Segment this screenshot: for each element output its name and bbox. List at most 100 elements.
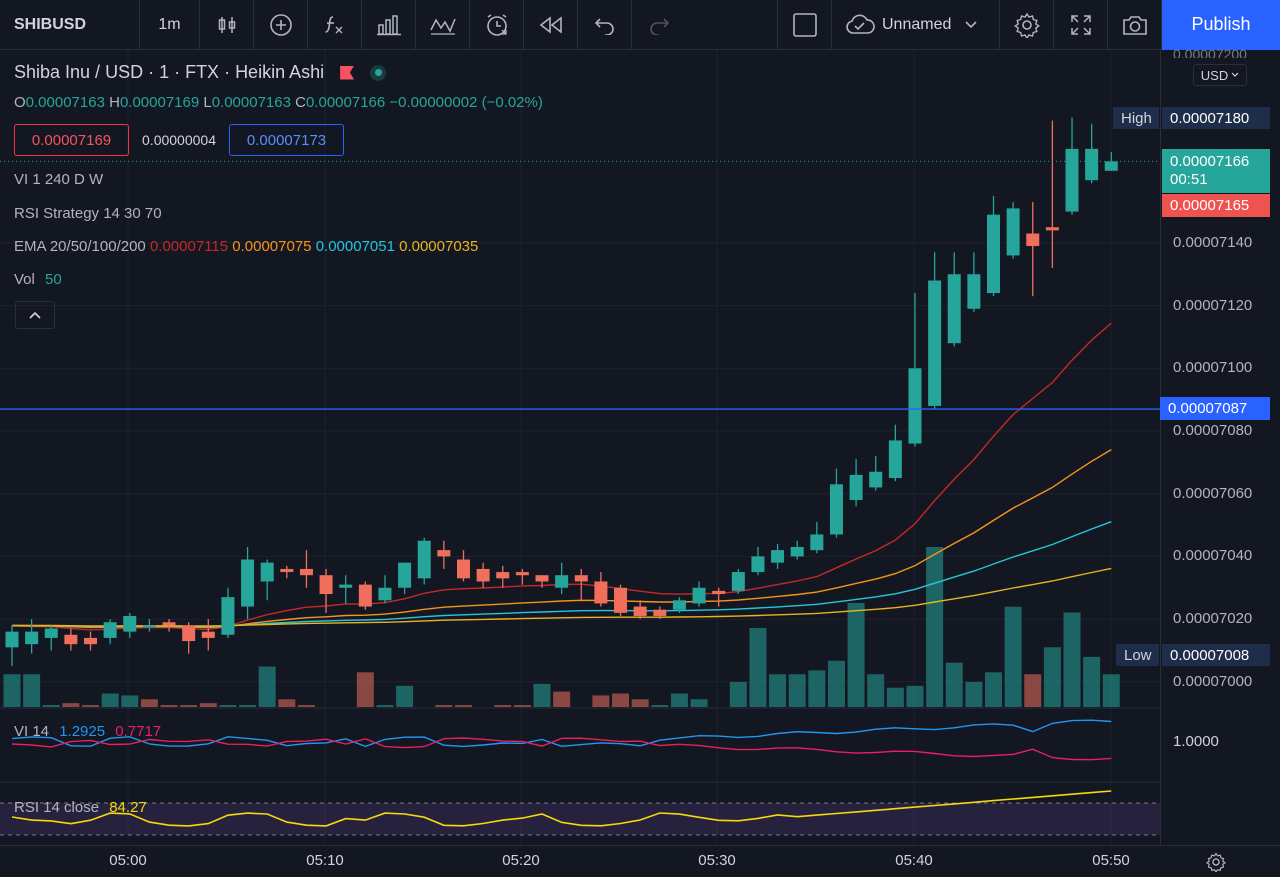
candle-body — [1085, 148, 1099, 181]
indicators-button[interactable] — [308, 0, 362, 50]
indicator-rsi-strategy-legend[interactable]: RSI Strategy 14 30 70 — [14, 205, 162, 222]
volume-bar — [297, 705, 315, 707]
currency-button[interactable]: USD — [1193, 64, 1247, 86]
time-axis[interactable] — [0, 845, 1280, 877]
indicator-vi-legend[interactable]: VI 1 240 D W — [14, 171, 104, 188]
candle-body — [299, 568, 313, 576]
volume-bar — [1102, 674, 1120, 707]
price-axis-label: 0.00007080 — [1173, 422, 1253, 439]
volume-bar — [965, 681, 983, 707]
alert-button[interactable] — [470, 0, 524, 50]
volume-bar — [985, 672, 1002, 707]
volume-bar — [651, 705, 669, 707]
replay-button[interactable] — [524, 0, 578, 50]
vi-pane-legend[interactable]: VI 14 1.2925 0.7717 — [14, 723, 162, 740]
volume-bar — [592, 695, 610, 707]
candle-body — [456, 559, 470, 579]
redo-icon — [650, 17, 670, 35]
publish-button[interactable]: Publish — [1162, 0, 1280, 50]
settings-button[interactable] — [1000, 0, 1054, 50]
candle-body — [928, 280, 942, 406]
symbol-legend[interactable]: Shiba Inu / USD · 1 · FTX · Heikin Ashi — [14, 62, 387, 83]
price-axis[interactable]: 0.00007200 USD — [1160, 46, 1280, 845]
candle-body — [44, 628, 58, 638]
chart-type-button[interactable] — [200, 0, 254, 50]
volume-bar — [376, 705, 394, 707]
fullscreen-select-button[interactable] — [778, 0, 832, 50]
volume-bar — [847, 602, 865, 707]
sell-price-button[interactable]: 0.00007169 — [14, 124, 129, 156]
volume-bar — [219, 705, 237, 707]
gear-icon[interactable] — [1206, 852, 1226, 872]
volume-bar — [454, 705, 472, 707]
undo-icon — [594, 17, 614, 35]
indicator-ema-legend[interactable]: EMA 20/50/100/200 0.00007115 0.00007075 … — [14, 238, 479, 255]
candle-body — [987, 214, 1000, 294]
templates-button[interactable] — [416, 0, 470, 50]
compare-button[interactable] — [254, 0, 308, 50]
symbol-title: Shiba Inu / USD · 1 · FTX · Heikin Ashi — [14, 62, 325, 82]
candle-body — [5, 631, 19, 648]
volume-bar — [494, 705, 512, 707]
indicator-vol-legend[interactable]: Vol 50 — [14, 271, 62, 288]
camera-icon — [1122, 15, 1147, 35]
candle-body — [829, 484, 843, 535]
candlesticks — [5, 117, 1118, 667]
top-toolbar: SHIBUSD 1m Unnamed Publish — [0, 0, 1280, 50]
candle-body — [378, 587, 392, 601]
volume-bar — [23, 674, 41, 707]
rsi-pane — [0, 790, 1160, 836]
candle-body — [1045, 227, 1059, 231]
rsi-line — [11, 790, 1112, 827]
candle-body — [496, 572, 510, 579]
candle-body — [515, 572, 529, 576]
volume-bar — [356, 672, 374, 707]
volume-bar — [278, 699, 296, 707]
volume-bar — [140, 699, 158, 707]
candle-body — [1065, 148, 1079, 212]
expand-icon — [1070, 14, 1091, 35]
volume-bar — [82, 705, 100, 707]
volume-bar — [1043, 647, 1061, 707]
candle-body — [731, 572, 745, 591]
volume-bar — [612, 693, 630, 707]
fullscreen-button[interactable] — [1054, 0, 1108, 50]
square-icon — [792, 12, 817, 37]
volume-bar — [239, 705, 257, 707]
candle-body — [692, 587, 706, 604]
financials-button[interactable] — [362, 0, 416, 50]
layout-menu-button[interactable]: Unnamed — [832, 0, 1000, 50]
candle-body — [398, 562, 412, 588]
snapshot-button[interactable] — [1108, 0, 1162, 50]
ema-200-line — [11, 567, 1112, 627]
horizontal-line-price-tag[interactable]: 0.00007087 — [1160, 397, 1270, 420]
vi-plus-line — [11, 719, 1112, 748]
fx-icon — [324, 15, 342, 33]
price-axis-label: 0.00007100 — [1173, 359, 1253, 377]
volume-bar — [945, 662, 963, 707]
collapse-legend-button[interactable] — [15, 301, 55, 329]
volume-bar — [1004, 606, 1022, 707]
volume-bar — [749, 627, 767, 707]
candle-body — [810, 534, 824, 551]
chart-canvas[interactable] — [0, 50, 1160, 845]
volume-bar — [867, 674, 885, 707]
low-value-tag: 0.00007008 — [1162, 644, 1270, 666]
candle-body — [555, 575, 569, 588]
candle-body — [672, 600, 686, 610]
vi-pane — [0, 707, 1160, 783]
ema-50-line — [11, 448, 1112, 629]
candle-body — [888, 440, 902, 479]
rsi-pane-legend[interactable]: RSI 14 close 84.27 — [14, 799, 147, 816]
candle-body — [260, 562, 274, 582]
volume-bar — [729, 681, 747, 707]
undo-button[interactable] — [578, 0, 632, 50]
layout-name: Unnamed — [882, 15, 952, 33]
volume-bar — [827, 660, 845, 707]
redo-button[interactable] — [632, 0, 686, 50]
high-value-tag: 0.00007180 — [1162, 107, 1270, 129]
symbol-search-button[interactable]: SHIBUSD — [0, 0, 140, 50]
buy-price-button[interactable]: 0.00007173 — [229, 124, 344, 156]
flag-icon[interactable] — [340, 65, 355, 80]
interval-button[interactable]: 1m — [140, 0, 200, 50]
